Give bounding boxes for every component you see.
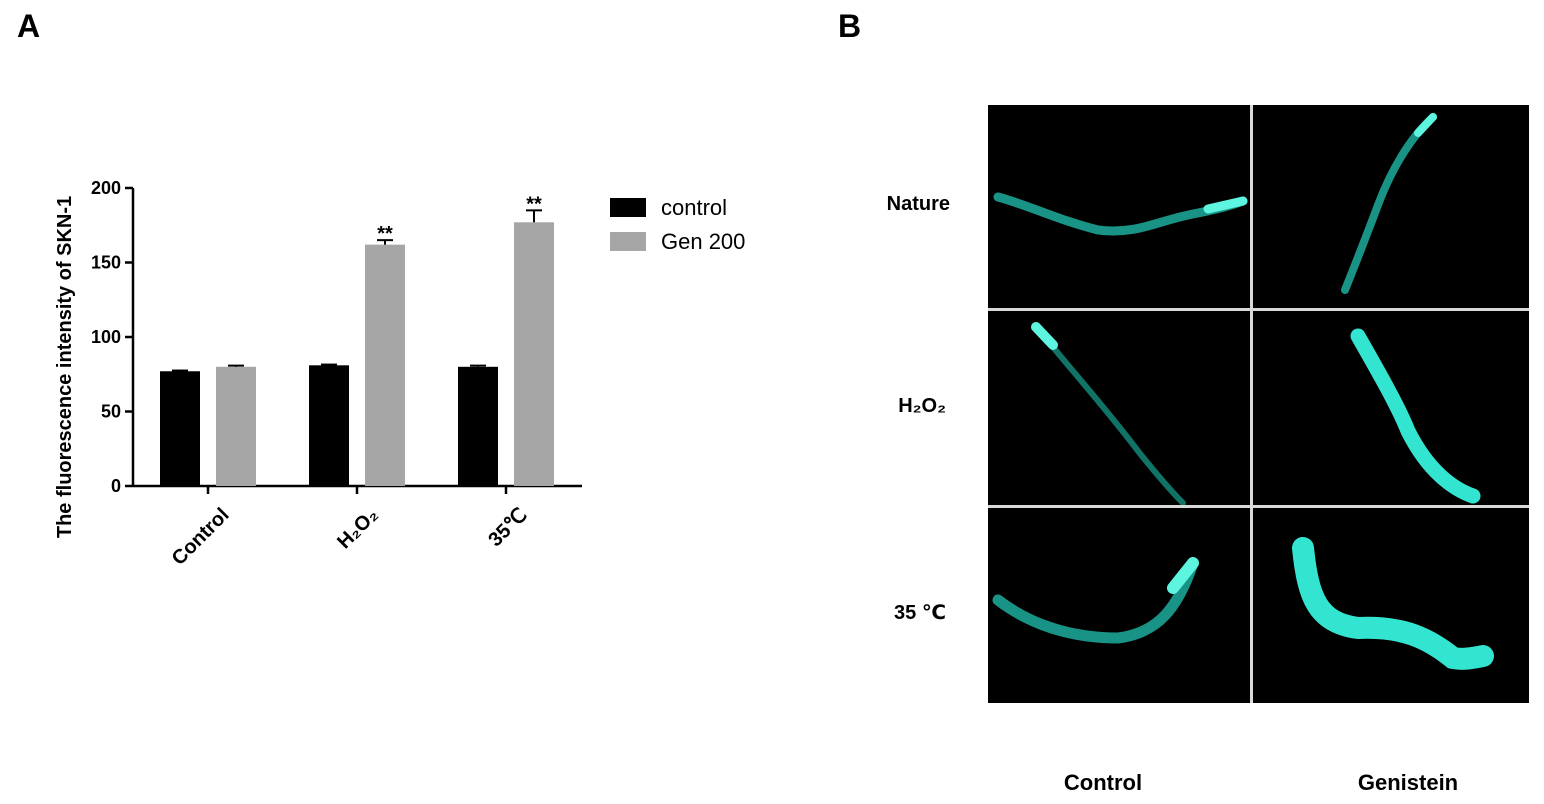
image-h2o2-genistein (1253, 311, 1529, 505)
y-tick-label: 100 (91, 327, 121, 347)
image-35c-genistein (1253, 508, 1529, 703)
significance-marker: ** (377, 223, 393, 245)
y-tick-label: 200 (91, 178, 121, 198)
image-35c-control (988, 508, 1250, 703)
panel-a-label: A (17, 8, 41, 44)
x-tick-label: 35℃ (484, 504, 531, 551)
x-tick-label: Control (168, 504, 234, 570)
bar (160, 371, 200, 486)
column-label-genistein: Genistein (1357, 770, 1459, 795)
row-label-h2o2: H₂O₂ (898, 395, 946, 417)
legend-swatch (610, 198, 646, 217)
x-tick-label: H₂O₂ (333, 504, 382, 553)
column-label-control: Control (1063, 770, 1143, 795)
y-axis-label: The fluorescence intensity of SKN-1 (54, 196, 76, 538)
legend-label: control (661, 195, 727, 220)
image-nature-genistein (1253, 105, 1529, 308)
image-h2o2-control (988, 311, 1250, 505)
fluorescence-image-grid (988, 105, 1529, 703)
image-nature-control (988, 105, 1250, 308)
bar (458, 366, 498, 486)
y-tick-label: 0 (111, 476, 121, 496)
panel-b-label: B (838, 8, 862, 44)
y-tick-label: 50 (101, 402, 121, 422)
row-label-35c: 35 ℃ (893, 602, 946, 624)
row-label-nature: Nature (886, 193, 950, 215)
bar (309, 365, 349, 486)
significance-marker: ** (526, 193, 542, 215)
bar (216, 366, 256, 486)
bar-chart: 0 50 100 150 200 The fluorescence intensity o… (54, 178, 745, 570)
bar (514, 222, 554, 486)
legend-label: Gen 200 (661, 229, 745, 254)
bar (365, 244, 405, 486)
y-tick-label: 150 (91, 253, 121, 273)
legend-swatch (610, 232, 646, 251)
